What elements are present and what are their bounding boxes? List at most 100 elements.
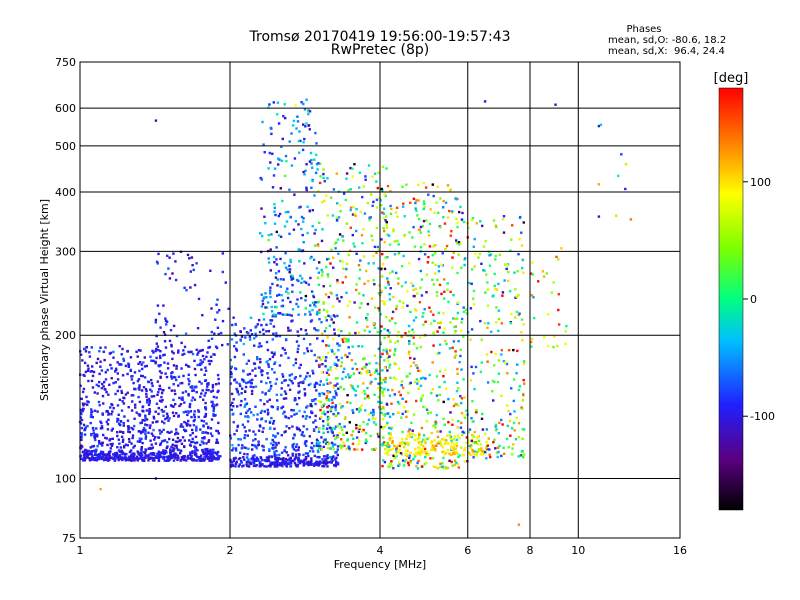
data-point: [380, 238, 383, 241]
data-point: [187, 392, 190, 396]
data-point: [116, 389, 119, 393]
data-point: [400, 335, 404, 338]
data-point: [214, 345, 218, 348]
data-point: [334, 384, 337, 387]
data-point: [348, 332, 351, 335]
data-point: [203, 415, 206, 418]
data-point: [342, 260, 345, 263]
data-point: [89, 421, 92, 425]
x-axis-label: Frequency [MHz]: [334, 558, 426, 571]
data-point: [231, 401, 234, 405]
data-point: [553, 335, 556, 338]
data-point: [118, 454, 122, 457]
data-point: [195, 348, 198, 351]
data-point: [382, 378, 386, 381]
data-point: [232, 405, 235, 408]
data-point: [386, 369, 389, 372]
data-point: [408, 340, 411, 343]
data-point: [165, 446, 168, 449]
data-point: [371, 448, 374, 451]
data-point: [312, 258, 316, 261]
data-point: [322, 168, 325, 171]
data-point: [234, 462, 237, 465]
data-point: [444, 248, 447, 251]
data-point: [161, 389, 164, 392]
data-point: [445, 342, 448, 346]
data-point: [398, 441, 402, 445]
data-point: [479, 453, 483, 456]
data-point: [245, 331, 249, 334]
data-point: [171, 438, 175, 441]
data-point: [155, 260, 159, 264]
data-point: [441, 438, 444, 441]
data-point: [349, 166, 352, 170]
data-point: [148, 410, 151, 413]
data-point: [373, 283, 376, 286]
data-point: [294, 376, 297, 379]
data-point: [143, 356, 146, 359]
data-point: [270, 416, 273, 420]
data-point: [349, 206, 353, 209]
data-point: [385, 167, 388, 170]
data-point: [431, 361, 434, 364]
data-point: [155, 420, 158, 424]
data-point: [388, 298, 392, 301]
data-point: [181, 381, 184, 385]
data-point: [304, 458, 308, 461]
data-point: [377, 400, 380, 404]
data-point: [424, 441, 427, 444]
data-point: [326, 406, 329, 409]
data-point: [386, 421, 389, 425]
data-point: [508, 419, 512, 423]
data-point: [112, 381, 115, 385]
data-point: [370, 234, 373, 238]
data-point: [520, 450, 524, 453]
data-point: [255, 464, 258, 467]
data-point: [320, 436, 323, 439]
data-point: [287, 210, 290, 214]
data-point: [128, 430, 132, 434]
data-point: [438, 393, 442, 397]
data-point: [187, 350, 190, 354]
data-point: [338, 300, 341, 303]
data-point: [191, 451, 194, 455]
data-point: [306, 404, 309, 408]
data-point: [513, 429, 516, 432]
data-point: [453, 443, 456, 446]
data-point: [118, 345, 121, 348]
data-point: [362, 420, 365, 424]
x-tick-label: 2: [227, 544, 234, 557]
data-point: [114, 381, 117, 384]
data-point: [425, 450, 428, 453]
data-point: [127, 430, 130, 433]
data-point: [392, 467, 395, 470]
data-point: [318, 181, 322, 185]
data-point: [298, 260, 301, 263]
data-point: [181, 398, 184, 401]
data-point: [308, 209, 311, 212]
data-point: [309, 304, 312, 307]
data-point: [326, 382, 329, 385]
data-point: [102, 456, 105, 459]
data-point: [441, 445, 444, 449]
data-point: [106, 423, 110, 426]
data-point: [340, 426, 343, 429]
data-point: [366, 386, 369, 390]
data-point: [253, 362, 257, 365]
data-point: [412, 197, 416, 200]
data-point: [624, 163, 628, 166]
data-point: [174, 403, 177, 406]
data-point: [137, 378, 141, 381]
data-point: [116, 431, 119, 434]
data-point: [382, 217, 386, 220]
data-point: [468, 444, 471, 448]
data-point: [457, 241, 461, 244]
data-point: [171, 454, 175, 457]
data-point: [335, 294, 338, 297]
data-point: [206, 452, 209, 455]
data-point: [511, 447, 514, 450]
data-point: [95, 459, 99, 462]
data-point: [274, 361, 277, 364]
data-point: [339, 444, 342, 447]
data-point: [200, 382, 203, 385]
